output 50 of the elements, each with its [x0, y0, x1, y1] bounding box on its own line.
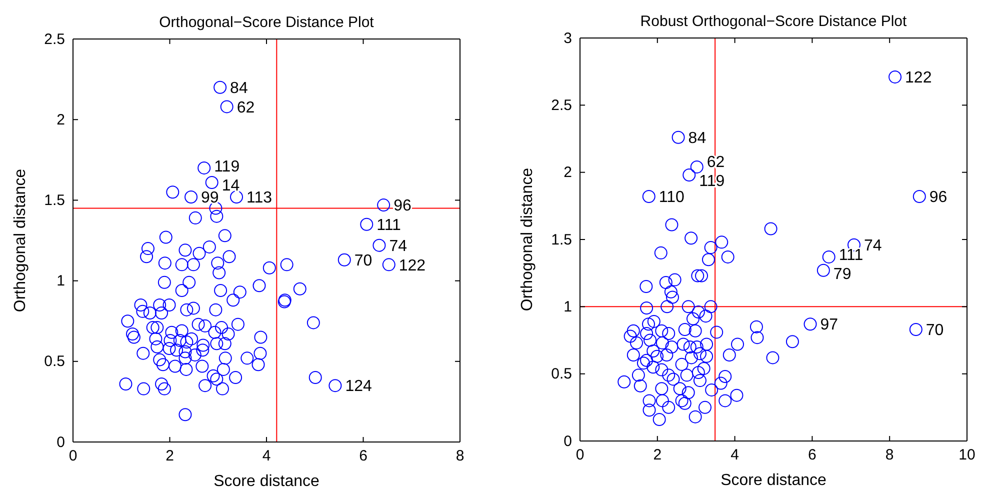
x-tick-label: 4	[730, 446, 739, 464]
x-tick-label: 0	[68, 448, 78, 465]
annotation: 62	[236, 99, 255, 116]
annotation: 96	[929, 189, 948, 206]
y-tick-label: 1.5	[551, 231, 572, 248]
y-tick-label: 2	[56, 111, 65, 128]
annotation: 124	[345, 378, 372, 396]
annotation: 79	[833, 266, 852, 283]
x-tick-label: 6	[808, 446, 816, 464]
x-tick-label: 8	[456, 448, 464, 465]
annotation: 119	[214, 158, 240, 176]
x-tick-label: 10	[958, 446, 976, 464]
annotation: 99	[201, 190, 219, 207]
annotation: 111	[838, 246, 864, 264]
x-tick-label: 4	[262, 448, 271, 465]
x-tick-label: 2	[166, 448, 174, 465]
y-tick-label: 1.5	[44, 192, 65, 209]
y-tick-label: 3	[564, 30, 572, 47]
y-tick-label: 0	[56, 434, 65, 451]
annotation: 74	[389, 238, 408, 255]
y-tick-label: 1	[56, 272, 65, 290]
chart-title: Orthogonal−Score Distance Plot	[159, 14, 375, 31]
y-tick-label: 1	[564, 298, 572, 316]
y-axis-title: Orthogonal distance	[519, 168, 536, 312]
y-tick-label: 2.5	[551, 96, 572, 114]
annotation: 122	[398, 257, 426, 274]
x-tick-label: 6	[359, 448, 368, 465]
x-axis-title: Score distance	[214, 473, 320, 490]
y-tick-label: 2	[564, 164, 572, 182]
y-tick-label: 0.5	[44, 353, 65, 370]
y-tick-label: 2.5	[44, 30, 65, 48]
annotation: 84	[688, 130, 706, 148]
x-tick-label: 2	[653, 446, 662, 464]
annotation: 70	[926, 322, 944, 340]
annotation: 84	[230, 80, 248, 97]
x-tick-label: 0	[576, 446, 584, 464]
annotation: 110	[658, 189, 684, 206]
annotation: 97	[820, 316, 838, 334]
annotation: 111	[376, 216, 402, 234]
chart-title: Robust Orthogonal−Score Distance Plot	[640, 13, 908, 30]
x-tick-label: 8	[885, 446, 894, 464]
y-axis-title: Orthogonal distance	[12, 168, 29, 312]
y-tick-label: 0	[564, 432, 572, 450]
annotation: 14	[222, 177, 240, 194]
annotation: 122	[905, 70, 932, 87]
annotation: 113	[246, 190, 272, 207]
annotation: 70	[354, 252, 372, 270]
y-tick-label: 0.5	[551, 366, 572, 383]
x-axis-title: Score distance	[720, 472, 827, 489]
annotation: 74	[864, 237, 882, 254]
